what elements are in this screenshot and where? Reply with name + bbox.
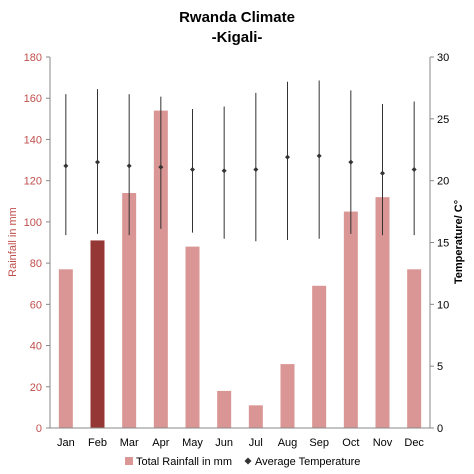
right-tick-label-20: 20 xyxy=(437,176,449,188)
temperature-point-aug xyxy=(285,154,290,160)
rainfall-bar-mar xyxy=(122,193,137,428)
left-tick-label-160: 160 xyxy=(24,93,42,105)
x-tick-mar: Mar xyxy=(120,437,139,449)
x-tick-oct: Oct xyxy=(342,437,359,449)
legend-temperature-label: Average Temperature xyxy=(255,456,360,468)
right-axis-label: Temperature/ C° xyxy=(453,200,465,284)
chart-title: Rwanda Climate xyxy=(179,9,295,26)
temperature-point-feb xyxy=(95,159,100,165)
left-tick-label-60: 60 xyxy=(30,299,42,311)
right-tick-label-0: 0 xyxy=(437,423,443,435)
temperature-point-apr xyxy=(158,164,164,170)
category-axis-ticks: Jan Feb Mar Apr May Jun Jul Aug Sep Oct Nov Dec xyxy=(57,437,424,449)
temperature-point-jul xyxy=(253,167,259,173)
left-tick-label-40: 40 xyxy=(30,341,42,353)
rainfall-bar-nov xyxy=(375,197,390,428)
rainfall-bar-jan xyxy=(58,269,73,428)
rainfall-bar-sep xyxy=(312,285,327,428)
x-tick-feb: Feb xyxy=(88,437,107,449)
x-tick-apr: Apr xyxy=(152,437,169,449)
left-axis-label: Rainfall in mm xyxy=(7,207,19,277)
left-tick-label-140: 140 xyxy=(24,134,42,146)
right-axis-ticks: 0 5 10 15 20 25 30 xyxy=(430,52,449,435)
x-tick-dec: Dec xyxy=(404,437,424,449)
temperature-point-oct xyxy=(348,159,354,165)
left-tick-label-20: 20 xyxy=(30,382,42,394)
temperature-error-bars xyxy=(63,80,417,242)
rainfall-bars xyxy=(58,110,422,428)
temperature-point-dec xyxy=(411,167,417,173)
left-tick-label-80: 80 xyxy=(30,258,42,270)
temperature-point-jun xyxy=(221,168,227,174)
left-tick-label-180: 180 xyxy=(24,52,42,64)
temperature-point-may xyxy=(190,167,195,173)
temperature-point-mar xyxy=(126,163,132,169)
x-tick-sep: Sep xyxy=(309,437,329,449)
rainfall-bar-dec xyxy=(407,269,422,428)
rainfall-bar-feb xyxy=(90,240,105,428)
left-tick-label-100: 100 xyxy=(24,217,42,229)
legend-rainfall-swatch xyxy=(125,457,133,465)
x-tick-jun: Jun xyxy=(215,437,233,449)
chart-subtitle: -Kigali- xyxy=(212,29,263,46)
right-tick-label-5: 5 xyxy=(437,361,443,373)
right-tick-label-25: 25 xyxy=(437,114,449,126)
left-tick-label-0: 0 xyxy=(36,423,42,435)
temperature-point-sep xyxy=(316,153,322,159)
rainfall-bar-apr xyxy=(153,110,168,428)
rainfall-bar-jun xyxy=(217,390,232,428)
right-tick-label-30: 30 xyxy=(437,52,449,64)
left-tick-label-120: 120 xyxy=(24,176,42,188)
left-axis-ticks: 0 20 40 60 80 100 120 140 160 180 xyxy=(24,52,50,435)
rainfall-bar-aug xyxy=(280,364,295,428)
rainfall-bar-oct xyxy=(343,211,358,428)
temperature-point-jan xyxy=(63,163,69,169)
rainfall-bar-jul xyxy=(248,405,263,428)
x-tick-jul: Jul xyxy=(249,437,263,449)
x-tick-nov: Nov xyxy=(373,437,393,449)
right-tick-label-15: 15 xyxy=(437,238,449,250)
x-tick-aug: Aug xyxy=(278,437,298,449)
legend-temperature-marker xyxy=(244,457,252,465)
x-tick-jan: Jan xyxy=(57,437,75,449)
temperature-point-nov xyxy=(380,170,385,176)
x-tick-may: May xyxy=(182,437,203,449)
legend-rainfall-label: Total Rainfall in mm xyxy=(136,456,232,468)
rainfall-bar-may xyxy=(185,246,200,428)
legend: Total Rainfall in mm Average Temperature xyxy=(125,456,360,468)
right-tick-label-10: 10 xyxy=(437,299,449,311)
